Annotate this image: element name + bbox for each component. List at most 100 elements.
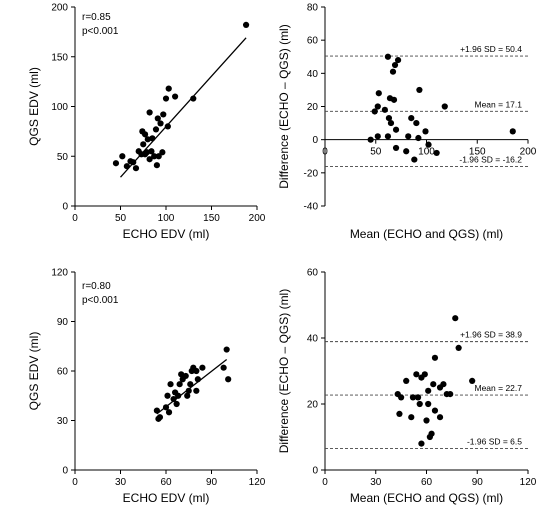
x-tick-label: 90 bbox=[472, 477, 484, 488]
x-axis-label: Mean (ECHO and QGS) (ml) bbox=[350, 227, 503, 241]
data-point bbox=[432, 408, 438, 414]
y-tick-label: 100 bbox=[51, 102, 68, 113]
data-point bbox=[388, 120, 394, 126]
x-tick-label: 50 bbox=[115, 213, 127, 224]
data-point bbox=[163, 95, 169, 101]
data-point bbox=[183, 373, 189, 379]
y-axis-label: Difference (ECHO – QGS) (ml) bbox=[277, 24, 291, 188]
data-point bbox=[385, 54, 391, 60]
x-tick-label: 150 bbox=[203, 213, 220, 224]
x-tick-label: 120 bbox=[249, 477, 266, 488]
data-point bbox=[225, 376, 231, 382]
y-tick-label: 0 bbox=[312, 135, 318, 146]
x-tick-label: 60 bbox=[160, 477, 172, 488]
data-point bbox=[119, 153, 125, 159]
data-point bbox=[391, 97, 397, 103]
data-point bbox=[375, 103, 381, 109]
stat-annotation: p<0.001 bbox=[82, 26, 119, 37]
data-point bbox=[160, 111, 166, 117]
x-tick-label: 0 bbox=[322, 147, 328, 158]
x-tick-label: 100 bbox=[418, 147, 435, 158]
data-point bbox=[193, 388, 199, 394]
data-point bbox=[430, 381, 436, 387]
reference-line-label: +1.96 SD = 50.4 bbox=[460, 44, 522, 54]
data-point bbox=[224, 346, 230, 352]
data-point bbox=[130, 159, 136, 165]
stat-annotation: r=0.85 bbox=[82, 12, 111, 23]
data-point bbox=[403, 148, 409, 154]
x-tick-label: 0 bbox=[72, 477, 78, 488]
data-point bbox=[413, 120, 419, 126]
data-point bbox=[157, 414, 163, 420]
reference-line-label: +1.96 SD = 38.9 bbox=[460, 330, 522, 340]
data-point bbox=[393, 145, 399, 151]
data-point bbox=[153, 126, 159, 132]
data-point bbox=[140, 141, 146, 147]
y-axis-label: QGS EDV (ml) bbox=[27, 332, 41, 411]
data-point bbox=[408, 115, 414, 121]
data-point bbox=[166, 85, 172, 91]
data-point bbox=[425, 401, 431, 407]
data-point bbox=[442, 103, 448, 109]
x-tick-label: 200 bbox=[249, 213, 266, 224]
data-point bbox=[423, 417, 429, 423]
data-point bbox=[195, 376, 201, 382]
chart-4: 02040600 30 60 90 120Mean (ECHO and QGS) (ml… bbox=[277, 268, 537, 506]
data-point bbox=[375, 133, 381, 139]
x-tick-label: 50 bbox=[370, 147, 382, 158]
x-tick-label: 90 bbox=[206, 477, 218, 488]
y-tick-label: 0 bbox=[62, 202, 68, 213]
data-point bbox=[157, 120, 163, 126]
data-point bbox=[417, 401, 423, 407]
data-point bbox=[199, 365, 205, 371]
data-point bbox=[190, 95, 196, 101]
data-point bbox=[147, 109, 153, 115]
data-point bbox=[440, 381, 446, 387]
data-point bbox=[376, 90, 382, 96]
data-point bbox=[154, 162, 160, 168]
data-point bbox=[133, 165, 139, 171]
data-point bbox=[368, 137, 374, 143]
y-tick-label: 20 bbox=[307, 400, 319, 411]
x-axis-label: Mean (ECHO and QGS) (ml) bbox=[350, 491, 503, 505]
y-tick-label: 0 bbox=[312, 466, 318, 477]
y-tick-label: 60 bbox=[307, 36, 319, 47]
data-point bbox=[405, 133, 411, 139]
data-point bbox=[393, 127, 399, 133]
y-tick-label: 50 bbox=[57, 152, 69, 163]
reference-line-label: Mean = 17.1 bbox=[475, 99, 523, 109]
data-point bbox=[221, 365, 227, 371]
data-point bbox=[395, 57, 401, 63]
data-point bbox=[193, 368, 199, 374]
data-point bbox=[428, 431, 434, 437]
data-point bbox=[408, 414, 414, 420]
x-tick-label: 60 bbox=[421, 477, 433, 488]
y-tick-label: 90 bbox=[57, 317, 69, 328]
y-tick-label: 120 bbox=[51, 268, 68, 279]
y-tick-label: 30 bbox=[57, 416, 69, 427]
x-tick-label: 200 bbox=[520, 147, 537, 158]
data-point bbox=[187, 381, 193, 387]
data-point bbox=[186, 388, 192, 394]
y-tick-label: 60 bbox=[307, 268, 319, 279]
data-point bbox=[437, 414, 443, 420]
data-point bbox=[164, 393, 170, 399]
data-point bbox=[510, 128, 516, 134]
data-point bbox=[469, 378, 475, 384]
data-point bbox=[165, 123, 171, 129]
data-point bbox=[456, 345, 462, 351]
x-tick-label: 100 bbox=[158, 213, 175, 224]
reference-line-label: -1.96 SD = 6.5 bbox=[467, 437, 522, 447]
data-point bbox=[398, 394, 404, 400]
stat-annotation: p<0.001 bbox=[82, 295, 119, 306]
y-tick-label: 40 bbox=[307, 69, 319, 80]
data-point bbox=[425, 388, 431, 394]
data-point bbox=[154, 408, 160, 414]
data-point bbox=[167, 381, 173, 387]
data-point bbox=[390, 69, 396, 75]
data-point bbox=[434, 150, 440, 156]
y-axis-label: Difference (ECHO – QGS) (ml) bbox=[277, 289, 291, 453]
data-point bbox=[422, 128, 428, 134]
